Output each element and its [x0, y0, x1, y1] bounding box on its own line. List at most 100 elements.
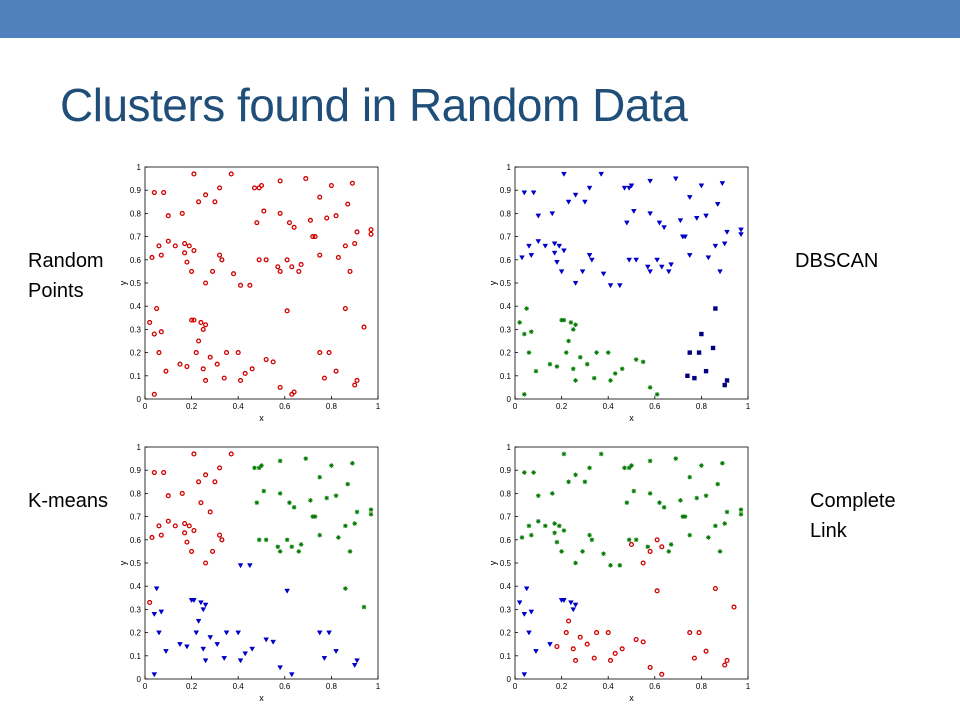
x-tick-label: 0.8 — [326, 402, 338, 411]
data-point — [200, 646, 207, 652]
data-point — [522, 470, 527, 475]
data-point — [161, 189, 167, 196]
data-point — [165, 493, 171, 499]
data-point — [549, 211, 556, 217]
data-point — [598, 171, 605, 177]
data-point — [343, 586, 348, 591]
data-point — [256, 465, 262, 471]
data-point — [668, 262, 674, 268]
data-point — [561, 598, 567, 604]
data-point — [658, 264, 665, 270]
data-point — [151, 391, 157, 397]
data-point — [207, 635, 214, 641]
data-point — [228, 171, 234, 177]
data-point — [219, 257, 225, 263]
data-point — [526, 243, 532, 249]
data-point — [151, 331, 157, 337]
data-point — [217, 185, 223, 191]
y-tick-label: 0.3 — [500, 605, 512, 614]
data-point — [324, 495, 330, 501]
data-point — [666, 549, 672, 554]
data-point — [261, 488, 267, 494]
top-accent-bar — [0, 0, 960, 38]
data-point — [521, 190, 528, 196]
data-point — [193, 630, 200, 636]
data-point — [203, 192, 209, 198]
data-point — [554, 539, 560, 545]
data-point — [717, 269, 723, 275]
data-point — [533, 368, 539, 374]
x-tick-label: 0.4 — [603, 682, 615, 691]
y-tick-label: 0.7 — [130, 513, 142, 522]
data-point — [706, 535, 711, 540]
data-point — [573, 378, 578, 383]
data-point — [724, 509, 730, 515]
data-point — [221, 375, 227, 381]
data-point — [328, 183, 334, 189]
data-point — [558, 269, 565, 275]
data-point — [696, 350, 702, 355]
data-point — [633, 357, 639, 362]
label-complete-link-line1: Complete — [810, 490, 896, 512]
data-point — [307, 217, 313, 223]
data-point — [343, 523, 348, 529]
data-point — [184, 363, 190, 370]
data-point — [535, 213, 542, 219]
data-point — [270, 639, 276, 645]
data-point — [605, 350, 611, 355]
data-point — [738, 507, 744, 512]
data-point — [196, 199, 202, 205]
data-point — [186, 243, 192, 249]
data-point — [563, 350, 569, 355]
data-point — [566, 618, 572, 624]
y-axis-label: y — [488, 280, 498, 285]
data-point — [647, 458, 653, 464]
y-tick-label: 0.5 — [130, 559, 142, 568]
data-point — [565, 199, 572, 205]
data-point — [154, 305, 160, 312]
data-point — [608, 563, 613, 568]
data-point — [687, 350, 692, 355]
y-tick-label: 0 — [507, 675, 512, 684]
data-point — [692, 375, 697, 381]
data-point — [580, 549, 585, 554]
data-point — [217, 532, 223, 538]
data-point — [521, 611, 528, 617]
data-point — [193, 350, 199, 356]
data-point — [186, 523, 192, 529]
data-point — [563, 630, 569, 636]
data-point — [672, 176, 679, 182]
data-point — [147, 599, 153, 605]
y-tick-label: 0 — [137, 395, 142, 404]
data-point — [203, 472, 209, 478]
y-tick-label: 0.8 — [130, 489, 142, 498]
data-point — [647, 548, 653, 554]
data-point — [721, 241, 728, 247]
data-point — [333, 213, 339, 219]
label-complete-link-line2: Link — [810, 520, 847, 542]
data-point — [591, 655, 597, 661]
data-point — [224, 350, 230, 356]
data-point — [531, 470, 536, 475]
data-point — [198, 319, 204, 325]
data-point — [158, 329, 164, 335]
data-point — [659, 671, 665, 677]
data-point — [177, 642, 183, 648]
data-point — [600, 271, 607, 277]
data-point — [221, 656, 228, 662]
data-point — [217, 465, 223, 471]
data-point — [189, 268, 195, 274]
data-point — [645, 544, 651, 550]
data-point — [251, 185, 258, 191]
data-point — [207, 354, 213, 360]
data-point — [682, 514, 688, 519]
data-point — [528, 253, 535, 259]
data-point — [647, 664, 653, 670]
data-point — [705, 255, 712, 261]
data-point — [203, 322, 209, 328]
data-point — [217, 252, 223, 258]
data-point — [524, 306, 529, 311]
data-point — [336, 535, 341, 540]
data-point — [207, 509, 213, 515]
data-point — [713, 306, 718, 311]
